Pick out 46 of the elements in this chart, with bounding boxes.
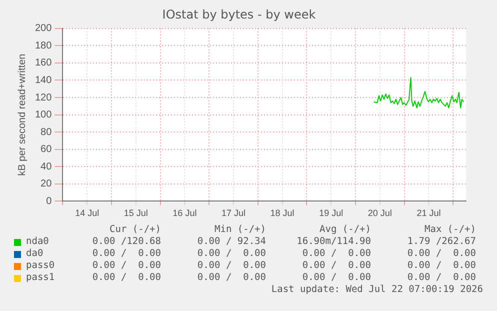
y-tick-label: 120 [34,92,52,104]
legend-label: nda0 [26,236,49,248]
text: 0.00 / 92.34 [197,236,266,248]
y-tick-label: 200 [34,23,52,34]
legend-label: pass0 [26,260,55,272]
text: 16.90m/114.90 [296,236,371,248]
y-tick-label: 180 [34,40,52,52]
legend-label: da0 [26,248,44,260]
text: 1.79 /262.67 [407,236,476,248]
y-tick-label: 0 [46,196,52,207]
text: Last update: Wed Jul 22 07:00:19 2026 [271,284,483,296]
y-tick-label: 40 [40,161,52,172]
text: 0.00 / 0.00 [407,260,476,272]
text: 0.00 / 0.00 [197,272,266,284]
text: 0.00 / 0.00 [407,272,476,284]
y-tick-label: 160 [34,58,52,69]
text: 0.00 / 0.00 [407,248,476,260]
y-tick-label: 100 [34,110,52,121]
x-tick-label: 15 Jul [124,208,148,218]
y-axis-title: kB per second read+written [16,54,28,176]
y-tick-label: 20 [40,178,52,190]
text: 0.00 / 0.00 [302,272,371,284]
text: 0.00 / 0.00 [92,260,161,272]
text: 0.00 / 0.00 [92,248,161,260]
x-tick-label: 20 Jul [368,208,392,218]
text: Min (-/+) [214,224,266,236]
legend-label: pass1 [26,272,55,284]
x-tick-label: 14 Jul [75,208,100,218]
text: Max (-/+) [424,224,476,236]
y-tick-label: 80 [40,126,52,138]
chart-title: IOstat by bytes - by week [162,7,316,22]
x-tick-label: 16 Jul [172,208,197,218]
x-tick-label: 21 Jul [416,208,441,218]
x-tick-label: 19 Jul [319,208,344,218]
text: 0.00 / 0.00 [92,272,161,284]
text: 0.00 / 0.00 [302,248,371,260]
text: 0.00 / 0.00 [197,248,266,260]
text: Avg (-/+) [320,224,371,236]
y-tick-label: 60 [40,144,52,156]
x-tick-label: 17 Jul [221,208,246,218]
x-tick-label: 18 Jul [270,208,294,218]
text: 0.00 / 0.00 [197,260,266,272]
y-tick-label: 140 [34,74,52,86]
text: 0.00 / 0.00 [302,260,371,272]
text: 0.00 /120.68 [92,236,161,248]
text: Cur (-/+) [110,224,161,236]
